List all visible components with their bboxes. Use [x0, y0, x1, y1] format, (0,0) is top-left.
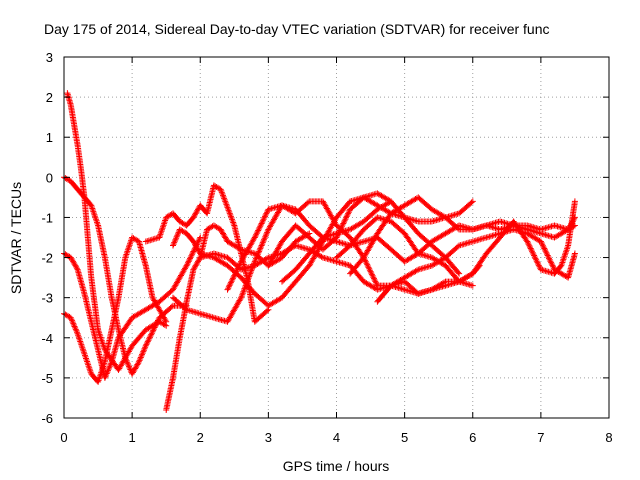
series-markers	[64, 90, 170, 373]
axis-ticks: 0 1 2 3 4 5 6 7 8 -6 -5 -4 -3 -2 -1 0 1 2 3	[41, 50, 612, 445]
y-axis-label: SDTVAR / TECUs	[8, 182, 24, 294]
y-tick-label: 2	[46, 90, 53, 105]
y-tick-label: 1	[46, 130, 53, 145]
y-tick-label: 0	[46, 170, 53, 185]
y-tick-label: -4	[41, 331, 53, 346]
series-track-g	[170, 198, 394, 325]
y-tick-label: -1	[41, 210, 53, 225]
series-markers	[224, 198, 476, 297]
y-tick-label: -5	[41, 371, 53, 386]
series-track-a	[64, 90, 170, 373]
series-markers	[170, 198, 394, 325]
series-markers	[265, 190, 463, 277]
y-tick-label: -6	[41, 411, 53, 426]
x-tick-label: 8	[605, 430, 612, 445]
y-tick-label: 3	[46, 50, 53, 65]
x-tick-label: 0	[60, 430, 67, 445]
x-tick-label: 4	[333, 430, 340, 445]
x-tick-label: 5	[401, 430, 408, 445]
series-markers	[142, 182, 272, 325]
series-markers	[333, 198, 578, 285]
chart-title: Day 175 of 2014, Sidereal Day-to-day VTE…	[44, 21, 550, 37]
series-track-o	[374, 226, 578, 305]
y-tick-label: -3	[41, 291, 53, 306]
series-track-j	[224, 198, 476, 297]
x-axis-label: GPS time / hours	[283, 458, 390, 474]
series-group	[61, 90, 578, 413]
y-tick-label: -2	[41, 251, 53, 266]
x-tick-label: 6	[469, 430, 476, 445]
series-track-m	[333, 198, 578, 285]
series-markers	[347, 194, 578, 277]
series-markers	[374, 226, 578, 305]
x-tick-label: 7	[537, 430, 544, 445]
x-tick-label: 3	[265, 430, 272, 445]
series-track-n	[347, 194, 578, 277]
x-tick-label: 2	[197, 430, 204, 445]
series-track-e	[142, 182, 272, 325]
x-tick-label: 1	[129, 430, 136, 445]
series-track-k	[265, 190, 463, 277]
